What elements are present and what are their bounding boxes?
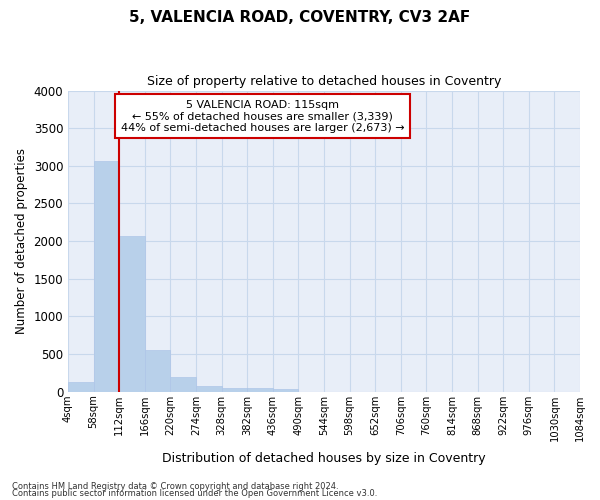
Text: 5, VALENCIA ROAD, COVENTRY, CV3 2AF: 5, VALENCIA ROAD, COVENTRY, CV3 2AF — [130, 10, 470, 25]
Bar — [145, 350, 170, 392]
Title: Size of property relative to detached houses in Coventry: Size of property relative to detached ho… — [147, 75, 501, 88]
Bar — [196, 386, 221, 392]
Text: 5 VALENCIA ROAD: 115sqm
← 55% of detached houses are smaller (3,339)
44% of semi: 5 VALENCIA ROAD: 115sqm ← 55% of detache… — [121, 100, 404, 133]
X-axis label: Distribution of detached houses by size in Coventry: Distribution of detached houses by size … — [162, 452, 486, 465]
Bar — [68, 382, 94, 392]
Bar — [247, 388, 273, 392]
Y-axis label: Number of detached properties: Number of detached properties — [15, 148, 28, 334]
Text: Contains public sector information licensed under the Open Government Licence v3: Contains public sector information licen… — [12, 489, 377, 498]
Bar — [221, 388, 247, 392]
Bar — [170, 376, 196, 392]
Text: Contains HM Land Registry data © Crown copyright and database right 2024.: Contains HM Land Registry data © Crown c… — [12, 482, 338, 491]
Bar — [119, 236, 145, 392]
Bar — [94, 162, 119, 392]
Bar — [273, 388, 298, 392]
